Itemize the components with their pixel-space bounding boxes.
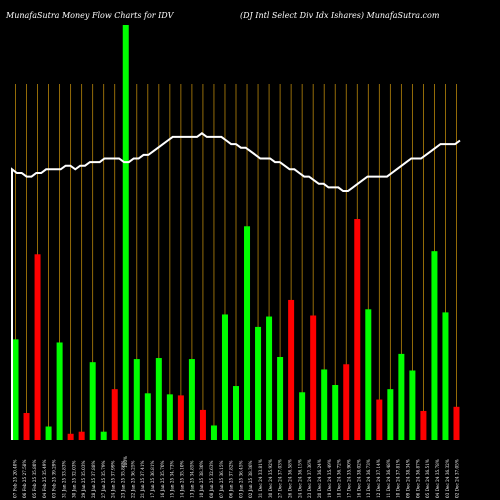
x-tick-label: 03 Jan 25 36.45% [238, 460, 243, 498]
x-tick-label: 28 Jan 25 37.88% [91, 460, 96, 498]
bar [255, 326, 262, 440]
x-tick-label: 05 Dec 24 36.51% [425, 459, 430, 498]
x-tick-label: 24 Jan 25 37.99% [111, 460, 116, 498]
x-tick-label: 15 Jan 25 34.73% [170, 460, 175, 498]
bar [453, 406, 460, 440]
x-tick-label: 06 Feb 25 27.58% [22, 460, 27, 498]
bar [288, 299, 295, 440]
chart-title-left: MunafaSutra Money Flow Charts for IDV [5, 11, 175, 20]
bar [420, 410, 427, 440]
x-tick-label: 24 Dec 24 36.15% [297, 459, 302, 498]
x-tick-label: 11 Dec 24 36.48% [386, 459, 391, 498]
bar [177, 395, 184, 440]
bar [376, 399, 383, 440]
x-tick-label: 31 Dec 24 33.81% [258, 459, 263, 498]
x-tick-label: 05 Feb 25 35.80% [32, 460, 37, 498]
x-tick-label: 23 Jan 25 35.86% [121, 460, 126, 498]
bar [133, 359, 140, 440]
x-tick-label: 09 Dec 24 38.34% [406, 459, 411, 498]
x-tick-label: 29 Jan 25 35.03% [81, 460, 86, 498]
x-tick-label: 10 Dec 24 37.81% [396, 459, 401, 498]
bar [56, 342, 63, 440]
bar [122, 25, 129, 440]
x-tick-label: 06 Jan 25 37.82% [229, 460, 234, 498]
bar [34, 254, 41, 440]
bar [266, 316, 273, 440]
x-tick-label: 12 Dec 24 37.14% [376, 459, 381, 498]
x-tick-labels: 07 Feb 25 20.40% 06 Feb 25 27.58% 05 Feb 2… [12, 456, 459, 498]
x-tick-label: 13 Dec 24 36.73% [366, 459, 371, 498]
bar [431, 251, 438, 440]
x-tick-label: 08 Jan 25 32.63% [209, 460, 214, 498]
x-tick-label: 02 Jan 25 38.36% [248, 460, 253, 498]
x-tick-label: 16 Jan 25 35.70% [160, 460, 165, 498]
bar [89, 362, 96, 440]
x-tick-label: 13 Jan 25 34.85% [189, 460, 194, 498]
x-tick-label: 14 Jan 25 35.10% [180, 460, 185, 498]
bar [244, 226, 251, 440]
bar [299, 392, 306, 440]
x-tick-label: 03 Feb 25 39.29% [52, 460, 57, 498]
x-tick-label: 26 Dec 24 36.58% [288, 459, 293, 498]
x-tick-label: 06 Dec 24 36.87% [415, 459, 420, 498]
x-tick-label: 07 Jan 25 36.15% [219, 460, 224, 498]
x-tick-label: 20 Dec 24 36.24% [317, 459, 322, 498]
x-tick-label: 17 Jan 25 36.81% [150, 460, 155, 498]
bar [111, 389, 118, 440]
bar [199, 409, 206, 440]
bar [144, 393, 151, 440]
x-tick-label-extra: 100% [123, 456, 128, 468]
bar [332, 385, 339, 440]
bar [442, 312, 449, 440]
bar [365, 309, 372, 440]
bar [78, 431, 85, 440]
bar [23, 413, 30, 440]
x-tick-label: 04 Feb 25 35.49% [42, 460, 47, 498]
x-tick-label: 10 Jan 25 38.30% [199, 460, 204, 498]
bar [354, 219, 361, 440]
x-tick-label: 04 Dec 24 35.78% [435, 459, 440, 498]
bar [12, 339, 19, 440]
bar [100, 431, 107, 440]
bar [45, 426, 52, 440]
bar [188, 359, 195, 440]
bar [67, 433, 74, 440]
x-tick-label: 27 Dec 24 37.03% [278, 459, 283, 498]
x-tick-label: 16 Dec 24 38.02% [356, 459, 361, 498]
bar [387, 389, 394, 440]
x-tick-label: 03 Dec 24 36.32% [445, 459, 450, 498]
bar [210, 425, 217, 440]
x-tick-label: 19 Dec 24 35.49% [327, 459, 332, 498]
bar [221, 314, 228, 440]
bar [398, 353, 405, 440]
x-tick-label: 27 Jan 25 35.79% [101, 460, 106, 498]
x-tick-label: 22 Jan 25 36.25% [130, 460, 135, 498]
bar [166, 394, 173, 440]
bar [233, 386, 239, 440]
bar [277, 357, 284, 440]
bar [155, 358, 162, 440]
x-tick-label: 18 Dec 24 36.72% [337, 459, 342, 498]
bar [409, 370, 416, 440]
x-tick-label: 07 Feb 25 20.40% [12, 460, 17, 498]
x-tick-label: 30 Jan 25 32.03% [71, 460, 76, 498]
chart-title-right: (DJ Intl Select Div Idx Ishares) MunafaS… [240, 11, 440, 20]
bar-series [12, 25, 460, 440]
x-tick-label: 17 Dec 24 35.90% [347, 459, 352, 498]
line-series [11, 132, 461, 440]
flow-line [11, 132, 461, 440]
bar [321, 369, 328, 440]
bar [343, 364, 350, 440]
x-tick-label: 02 Dec 24 37.05% [455, 459, 460, 498]
x-tick-label: 23 Dec 24 37.36% [307, 459, 312, 498]
bar [310, 315, 317, 440]
x-tick-label: 30 Dec 24 35.92% [268, 459, 273, 498]
x-tick-label: 31 Jan 25 33.83% [62, 460, 67, 498]
x-tick-label: 21 Jan 25 37.41% [140, 460, 145, 498]
